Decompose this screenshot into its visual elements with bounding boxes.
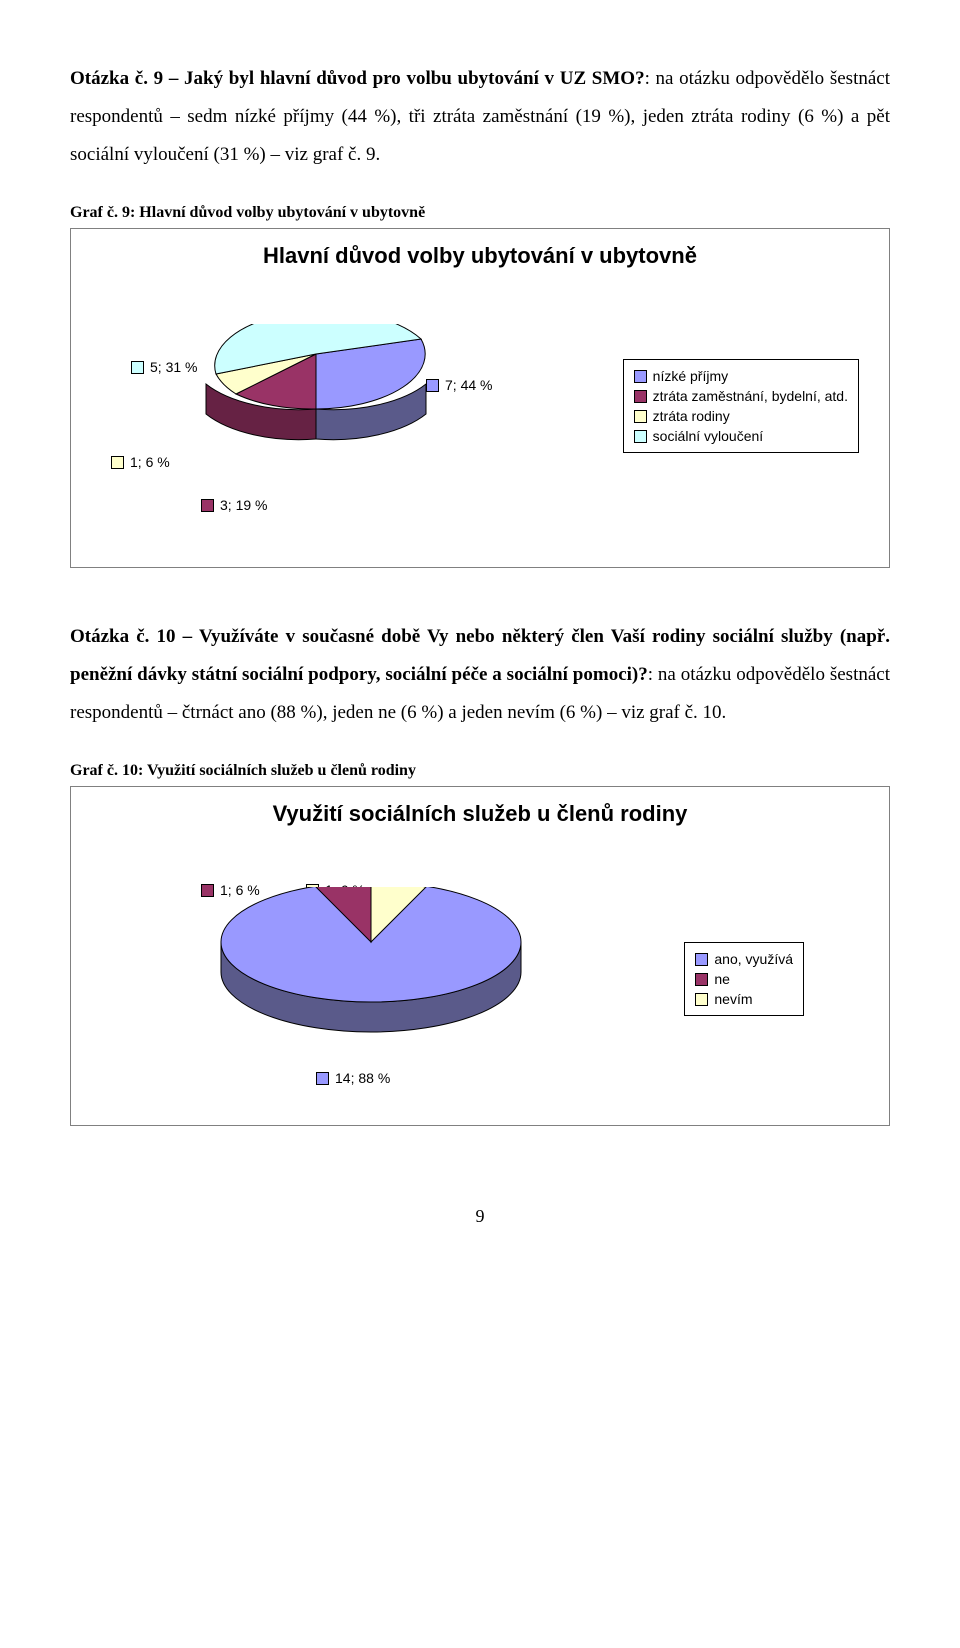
- q10-paragraph: Otázka č. 10 – Využíváte v současné době…: [70, 618, 890, 732]
- page-number: 9: [70, 1206, 890, 1227]
- swatch-icon: [634, 410, 647, 423]
- legend-item: ano, využívá: [695, 949, 793, 969]
- q9-pie-icon: [166, 324, 466, 514]
- q10-caption: Graf č. 10: Využití sociálních služeb u …: [70, 762, 890, 780]
- swatch-icon: [634, 370, 647, 383]
- swatch-icon: [695, 973, 708, 986]
- q9-legend: nízké příjmy ztráta zaměstnání, bydelní,…: [623, 359, 859, 453]
- q10-chart: Využití sociálních služeb u členů rodiny…: [70, 786, 890, 1126]
- q9-caption: Graf č. 9: Hlavní důvod volby ubytování …: [70, 204, 890, 222]
- swatch-icon: [695, 993, 708, 1006]
- q10-chart-title: Využití sociálních služeb u členů rodiny: [85, 801, 875, 827]
- q9-label-ztrata-rod: 1; 6 %: [111, 454, 170, 470]
- q9-chart: Hlavní důvod volby ubytování v ubytovně …: [70, 228, 890, 568]
- swatch-icon: [695, 953, 708, 966]
- q10-legend: ano, využívá ne nevím: [684, 942, 804, 1016]
- swatch-icon: [131, 361, 144, 374]
- swatch-icon: [634, 430, 647, 443]
- q9-chart-title: Hlavní důvod volby ubytování v ubytovně: [85, 243, 875, 269]
- legend-item: ne: [695, 969, 793, 989]
- legend-item: nevím: [695, 989, 793, 1009]
- q10-pie-icon: [191, 887, 551, 1087]
- legend-item: nízké příjmy: [634, 366, 848, 386]
- q9-heading: Otázka č. 9 – Jaký byl hlavní důvod pro …: [70, 68, 645, 89]
- legend-item: ztráta zaměstnání, bydelní, atd.: [634, 386, 848, 406]
- q9-paragraph: Otázka č. 9 – Jaký byl hlavní důvod pro …: [70, 60, 890, 174]
- legend-item: sociální vyloučení: [634, 426, 848, 446]
- swatch-icon: [634, 390, 647, 403]
- swatch-icon: [111, 456, 124, 469]
- legend-item: ztráta rodiny: [634, 406, 848, 426]
